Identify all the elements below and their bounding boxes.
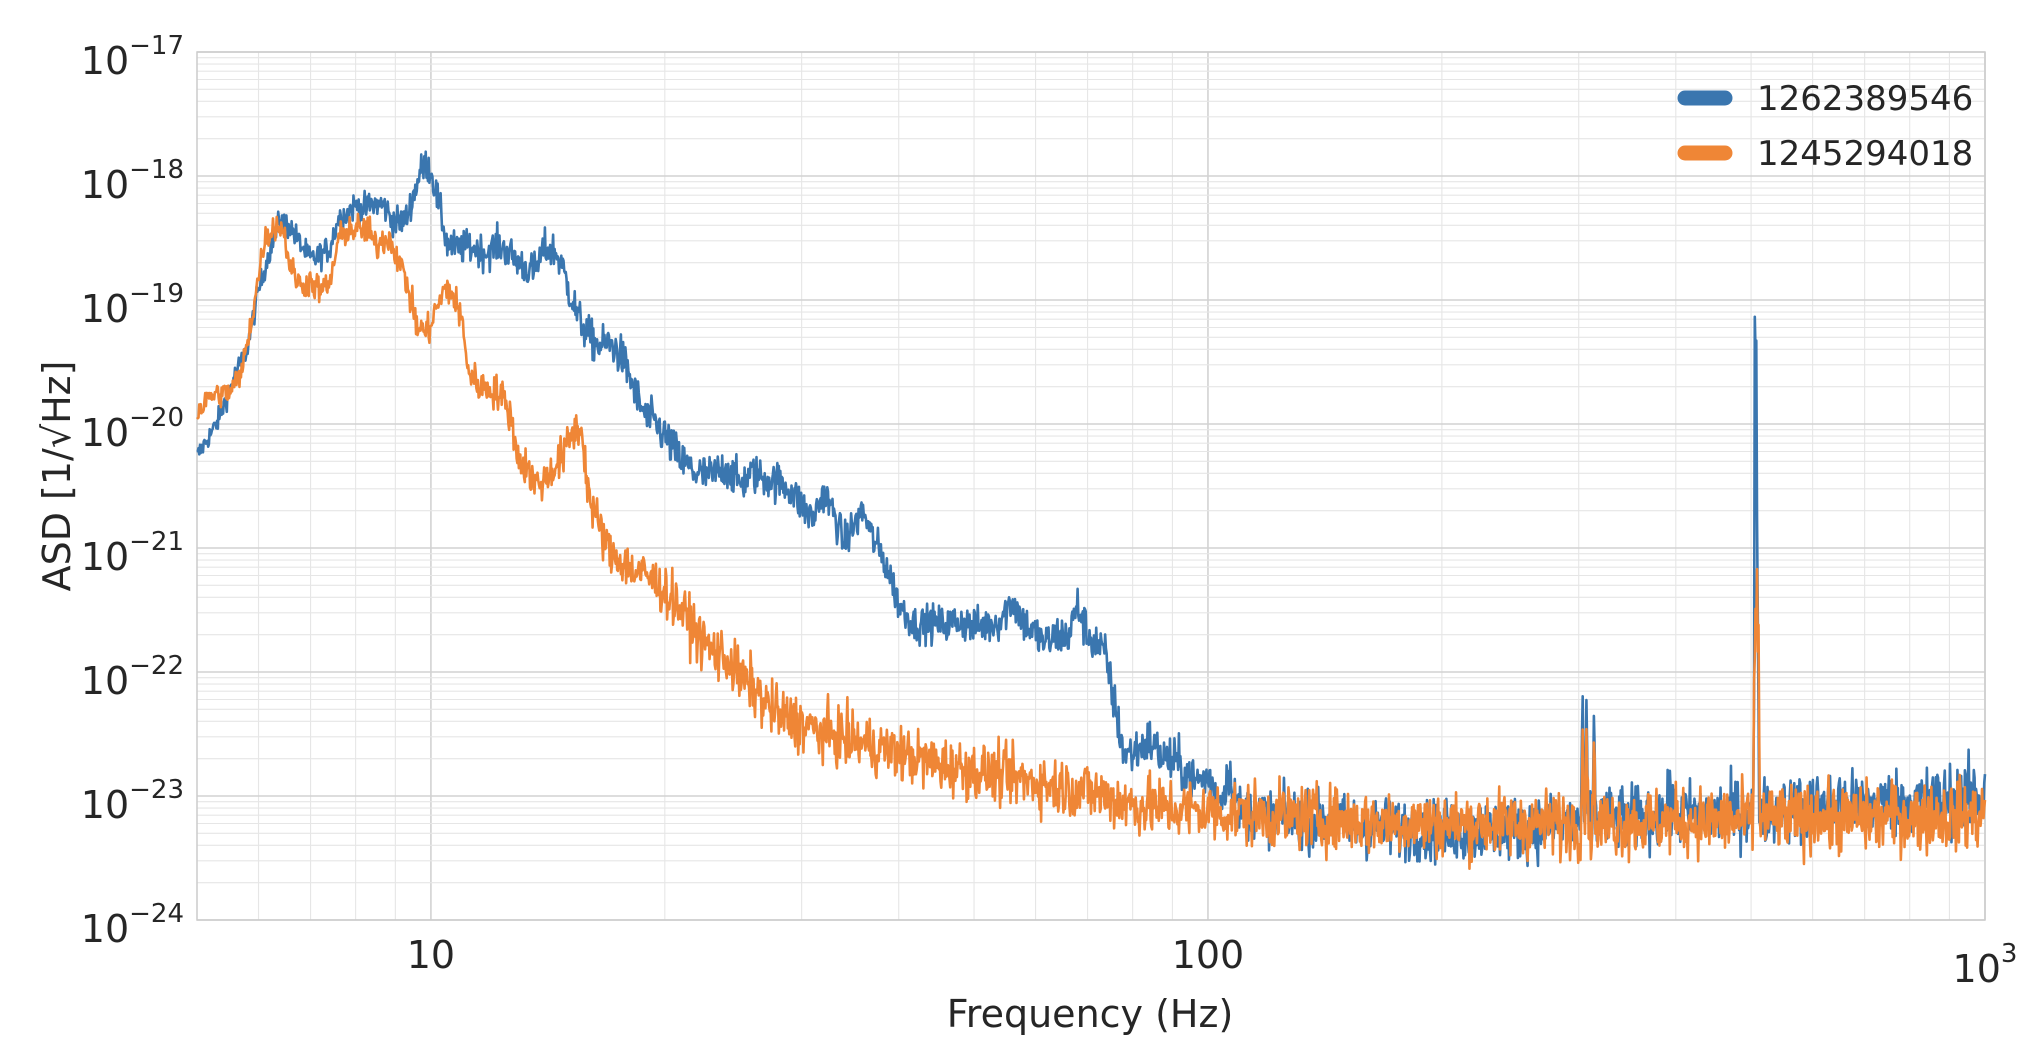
y-tick-label: 10−23 (81, 775, 184, 827)
legend-label-1: 1262389546 (1757, 79, 1973, 119)
legend-label-2: 1245294018 (1757, 134, 1973, 174)
x-axis-label: Frequency (Hz) (947, 992, 1234, 1036)
series-layer (196, 150, 1987, 870)
y-tick-label: 10−17 (81, 31, 184, 83)
y-axis-label: ASD [1/√Hz] (35, 361, 79, 592)
y-tick-label: 10−20 (81, 403, 184, 455)
x-tick-label: 100 (1172, 933, 1245, 977)
x-tick-label: 10 (407, 933, 455, 977)
y-tick-label: 10−24 (81, 899, 184, 951)
y-tick-label: 10−22 (81, 651, 184, 703)
x-tick-label: 103 (1953, 939, 2018, 991)
y-tick-label: 10−19 (81, 279, 184, 331)
x-tick-labels: 10 100 103 (407, 933, 2018, 991)
series-line-1 (196, 150, 1987, 868)
series-line-2 (196, 212, 1987, 870)
y-tick-labels: 10−17 10−18 10−19 10−20 10−21 10−22 10−23 10−24 (81, 31, 184, 951)
legend: 1262389546 1245294018 (1677, 79, 1973, 174)
y-tick-label: 10−21 (81, 527, 184, 579)
y-tick-label: 10−18 (81, 155, 184, 207)
plot-area (196, 51, 1986, 921)
